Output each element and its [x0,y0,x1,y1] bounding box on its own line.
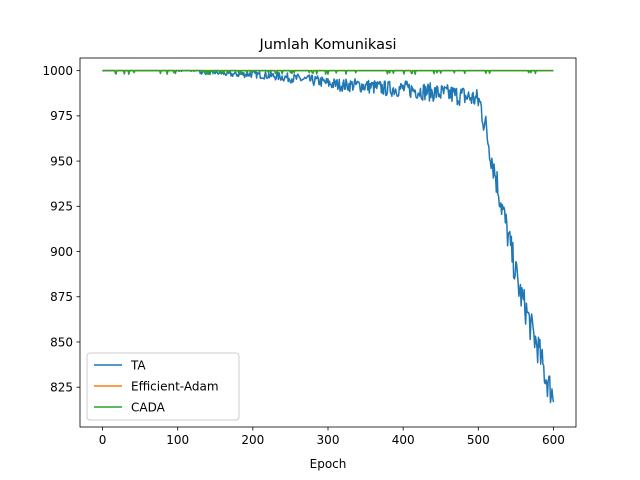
legend-label: CADA [131,400,166,414]
y-tick-label: 1000 [42,64,73,78]
legend-label: TA [130,358,146,372]
plot-area: 0 100 200 300 400 500 600 825 850 875 900 925 950 975… [42,57,577,447]
y-tick-label: 850 [50,335,73,349]
x-tick-label: 300 [317,433,340,447]
y-tick-label: 825 [50,381,73,395]
x-tick-label: 100 [166,433,189,447]
y-tick-label: 875 [50,290,73,304]
x-tick-label: 600 [542,433,565,447]
legend-box [86,352,240,421]
x-tick-label: 0 [99,433,107,447]
legend: TA Efficient-Adam CADA [86,352,240,421]
y-tick-label: 925 [50,200,73,214]
legend-label: Efficient-Adam [131,379,219,393]
chart-title: Jumlah Komunikasi [258,37,396,53]
x-tick-label: 200 [241,433,264,447]
y-tick-label: 900 [50,245,73,259]
x-axis-label: Epoch [310,457,347,471]
x-tick-label: 400 [392,433,415,447]
series-line-cada [102,69,554,75]
y-tick-label: 975 [50,109,73,123]
x-tick-label: 500 [467,433,490,447]
y-tick-label: 950 [50,154,73,168]
